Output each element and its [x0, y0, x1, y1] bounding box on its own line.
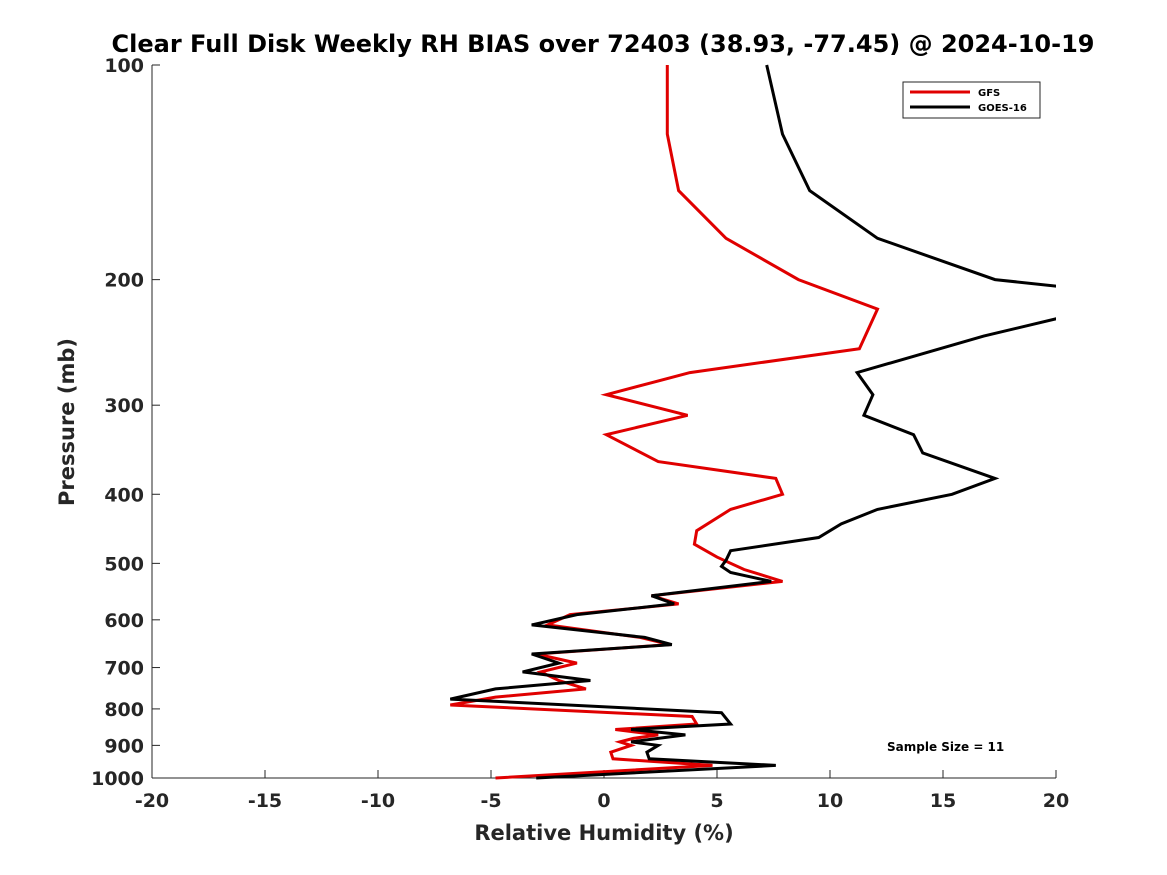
- y-axis-ticks: 100 200 300 400 500 600 700 800 900 1000: [91, 55, 160, 790]
- y-tick-label: 900: [104, 735, 144, 757]
- y-tick-label: 300: [104, 395, 144, 417]
- x-tick-label: -5: [480, 790, 501, 812]
- x-tick-label: -20: [135, 790, 169, 812]
- x-axis-ticks: -20 -15 -10 -5 0 5 10 15 20: [135, 770, 1069, 812]
- x-tick-label: 15: [930, 790, 956, 812]
- series-line-gfs: [450, 65, 880, 780]
- y-tick-label: 1000: [91, 768, 144, 790]
- plot-area: [151, 65, 1056, 779]
- y-axis-label: Pressure (mb): [55, 338, 79, 506]
- legend-box: [902, 81, 1041, 119]
- x-tick-label: 20: [1043, 790, 1069, 812]
- chart-title: Clear Full Disk Weekly RH BIAS over 7240…: [112, 30, 1095, 58]
- y-tick-label: 100: [104, 55, 144, 77]
- sample-size-annotation: Sample Size = 11: [887, 740, 1004, 754]
- legend-label-gfs: GFS: [978, 88, 1000, 99]
- x-tick-label: 5: [710, 790, 723, 812]
- y-tick-label: 800: [104, 699, 144, 721]
- x-tick-label: 0: [597, 790, 610, 812]
- legend-label-goes16: GOES-16: [978, 103, 1027, 114]
- y-tick-label: 700: [104, 658, 144, 680]
- x-tick-label: -15: [248, 790, 282, 812]
- series-layer: [449, 64, 1056, 780]
- x-tick-label: -10: [361, 790, 395, 812]
- y-tick-label: 400: [104, 484, 144, 506]
- y-tick-label: 500: [104, 553, 144, 575]
- x-tick-label: 10: [817, 790, 843, 812]
- x-axis-label: Relative Humidity (%): [474, 821, 733, 845]
- series-line-goes16: [449, 64, 1056, 780]
- y-tick-label: 200: [104, 270, 144, 292]
- legend: GFS GOES-16: [902, 81, 1041, 119]
- y-tick-label: 600: [104, 610, 144, 632]
